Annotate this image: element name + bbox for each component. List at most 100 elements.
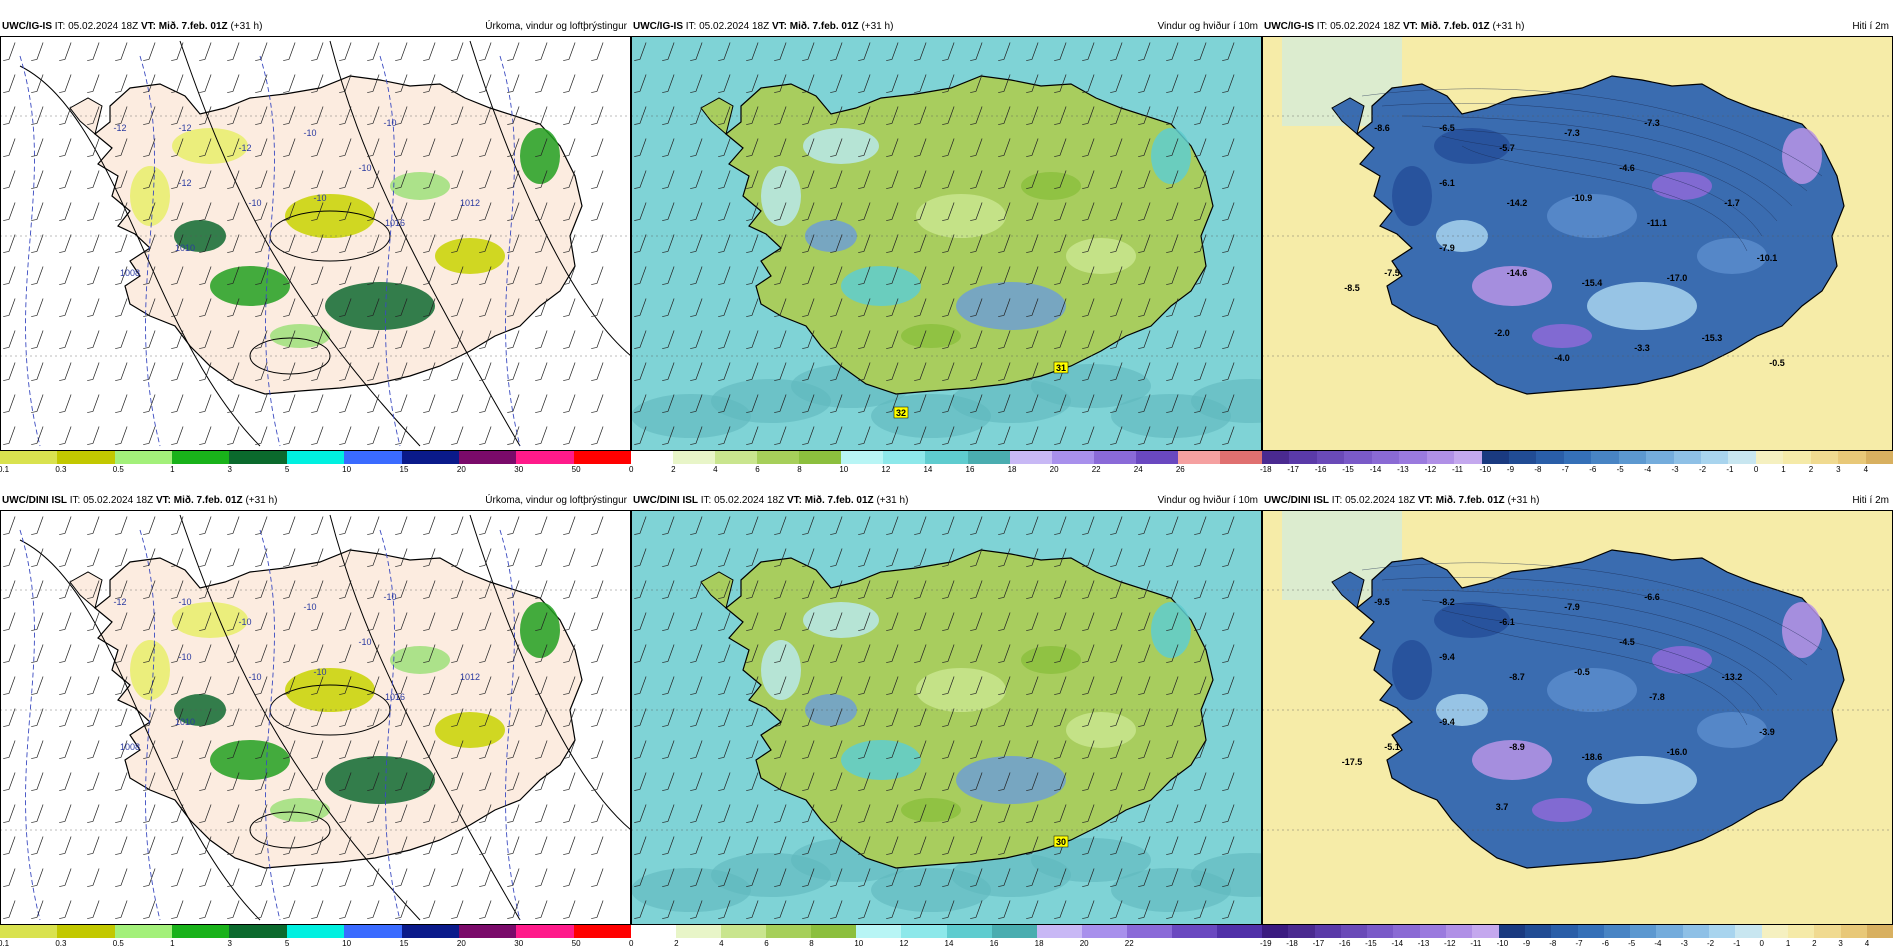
- barb-shaft: [176, 170, 184, 188]
- map-frame: [631, 510, 1262, 925]
- wind-barb: [227, 330, 240, 349]
- barb-flag: [662, 219, 668, 221]
- barb-flag: [339, 725, 345, 727]
- barb-shaft: [428, 74, 436, 92]
- barb-flag: [3, 661, 9, 663]
- wind-barb: [339, 804, 352, 823]
- issue-time: IT: 05.02.2024 18Z: [700, 495, 785, 506]
- wind-arrow: [1166, 676, 1179, 695]
- colorbar-swatch: [344, 925, 402, 938]
- wind-barb: [451, 740, 464, 759]
- barb-shaft: [372, 868, 380, 886]
- barb-flag: [339, 693, 345, 695]
- wind-arrow: [746, 266, 759, 285]
- barb-shaft: [232, 202, 240, 220]
- wind-arrow: [942, 170, 955, 189]
- wind-barb: [507, 580, 520, 599]
- temperature-value-label: -8.9: [1509, 742, 1525, 752]
- barb-shaft: [919, 42, 927, 60]
- wind-barb: [535, 234, 548, 253]
- barb-flag: [87, 757, 93, 759]
- wind-arrow: [690, 234, 703, 253]
- barb-shaft: [400, 644, 408, 662]
- temperature-contour: [379, 55, 401, 447]
- barb-flag: [914, 347, 920, 349]
- barb-flag: [774, 411, 780, 413]
- pressure-label: -10: [358, 163, 371, 173]
- barb-shaft: [372, 580, 380, 598]
- wind-barb: [283, 836, 296, 855]
- barb-shaft: [372, 106, 380, 124]
- colorbar-tick-label: 16: [989, 939, 999, 948]
- barb-flag: [1138, 443, 1144, 445]
- barb-shaft: [947, 330, 955, 348]
- barb-shaft: [316, 676, 324, 694]
- wind-arrow: [634, 362, 647, 381]
- barb-flag: [774, 565, 780, 567]
- barb-shaft: [372, 330, 380, 348]
- barb-shaft: [975, 138, 983, 156]
- barb-flag: [634, 789, 640, 791]
- lead-time: (+31 h): [245, 495, 278, 506]
- barb-flag: [1166, 219, 1172, 221]
- wind-arrow: [662, 362, 675, 381]
- barb-shaft: [596, 708, 604, 726]
- barb-flag: [591, 155, 597, 157]
- barb-shaft: [512, 106, 520, 124]
- barb-shaft: [372, 170, 380, 188]
- barb-shaft: [288, 516, 296, 534]
- wind-arrow: [1166, 580, 1179, 599]
- colorbar-swatch: [1262, 925, 1289, 938]
- wind-arrow: [1194, 362, 1207, 381]
- map-panel-row0-precip: UWC/IG-IS IT: 05.02.2024 18Z VT: Mið. 7.…: [0, 18, 631, 475]
- wind-barb: [31, 298, 44, 317]
- barb-flag: [858, 757, 864, 759]
- barb-flag: [367, 91, 373, 93]
- barb-flag: [1138, 757, 1144, 759]
- wind-arrow: [1194, 708, 1207, 727]
- barb-flag: [591, 789, 597, 791]
- barb-shaft: [64, 234, 72, 252]
- wind-arrow: [690, 804, 703, 823]
- colorbar-swatch: [991, 925, 1037, 938]
- barb-shaft: [1143, 234, 1151, 252]
- wind-arrow: [718, 516, 731, 535]
- barb-shaft: [64, 266, 72, 284]
- colorbar-swatch: [401, 925, 459, 938]
- wind-barb: [87, 708, 100, 727]
- barb-flag: [1082, 443, 1088, 445]
- barb-shaft: [288, 612, 296, 630]
- gust-value-label: 31: [1056, 363, 1066, 373]
- wind-arrow: [1110, 426, 1123, 445]
- wind-barb: [395, 868, 408, 887]
- barb-shaft: [723, 836, 731, 854]
- isotherm-line: [1461, 145, 1748, 252]
- barb-shaft: [1031, 804, 1039, 822]
- wind-barb: [591, 138, 604, 157]
- barb-shaft: [232, 644, 240, 662]
- wind-arrow: [1026, 106, 1039, 125]
- barb-flag: [830, 283, 836, 285]
- wind-barb: [507, 138, 520, 157]
- wind-barb: [479, 170, 492, 189]
- colorbar-tick-label: 30: [514, 465, 524, 474]
- wind-barb: [591, 74, 604, 93]
- wind-barb: [451, 266, 464, 285]
- barb-shaft: [512, 138, 520, 156]
- wind-arrow: [1026, 772, 1039, 791]
- barb-flag: [970, 315, 976, 317]
- barb-flag: [479, 187, 485, 189]
- barb-shaft: [540, 298, 548, 316]
- barb-shaft: [1171, 900, 1179, 918]
- barb-shaft: [1199, 900, 1207, 918]
- wind-barb: [395, 330, 408, 349]
- wind-arrow: [970, 266, 983, 285]
- barb-shaft: [947, 202, 955, 220]
- wind-barb: [199, 676, 212, 695]
- barb-flag: [115, 725, 121, 727]
- barb-shaft: [779, 612, 787, 630]
- barb-shaft: [484, 170, 492, 188]
- barb-flag: [3, 379, 9, 381]
- wind-barb: [423, 298, 436, 317]
- wind-barb: [59, 106, 72, 125]
